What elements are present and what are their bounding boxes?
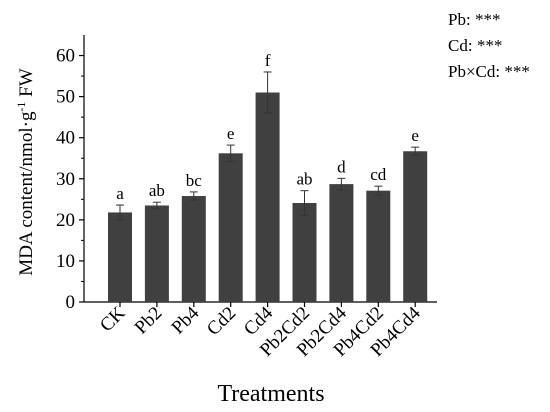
bar-Cd4 [255, 92, 280, 302]
stat-value: *** [475, 10, 501, 29]
bar-Pb2 [144, 205, 169, 302]
y-tick-label: 20 [56, 210, 75, 231]
stat-2: Pb×Cd: *** [448, 62, 530, 81]
y-tick-label: 30 [56, 169, 75, 190]
significance-label-Cd2: e [227, 124, 235, 143]
bar-CK [108, 212, 132, 302]
significance-label-Pb4Cd4: e [411, 126, 419, 145]
stat-label: Pb: [448, 10, 475, 29]
stat-value: *** [477, 36, 503, 55]
y-axis-title-main: MDA content/nmol·g [16, 111, 37, 276]
stat-value: *** [504, 62, 530, 81]
y-tick-label: 50 [56, 87, 75, 108]
stat-label: Pb×Cd: [448, 62, 504, 81]
bar-Cd2 [218, 153, 243, 302]
y-tick-label: 0 [66, 292, 76, 313]
x-tick-label-Pb2: Pb2 [131, 303, 167, 339]
x-axis-title: Treatments [217, 381, 324, 407]
bar-Pb4Cd2 [366, 190, 391, 302]
x-tick-label-Pb4: Pb4 [168, 302, 204, 338]
stat-0: Pb: *** [448, 10, 500, 29]
significance-label-Pb2Cd2: ab [296, 170, 312, 189]
significance-label-Pb4: bc [186, 171, 203, 190]
bar-Pb2Cd4 [329, 184, 354, 302]
stat-1: Cd: *** [448, 36, 502, 55]
significance-label-Pb4Cd2: cd [370, 165, 387, 184]
bar-Pb4 [181, 196, 206, 302]
plot-area: 0102030405060aCKabPb2bcPb4eCd2fCd4abPb2C… [56, 35, 437, 361]
significance-label-Pb2Cd4: d [337, 157, 346, 176]
significance-label-Pb2: ab [149, 181, 165, 200]
statistics-legend: Pb: ***Cd: ***Pb×Cd: *** [448, 10, 530, 81]
significance-label-Cd4: f [265, 51, 271, 70]
y-tick-label: 60 [56, 46, 75, 67]
y-axis-title: MDA content/nmol·g-1 FW [14, 68, 37, 275]
x-tick-label-Cd2: Cd2 [203, 303, 240, 340]
y-axis-title-tail: FW [16, 68, 37, 101]
y-tick-label: 40 [56, 128, 75, 149]
x-tick-label-CK: CK [96, 302, 130, 336]
significance-label-CK: a [116, 184, 124, 203]
stat-label: Cd: [448, 36, 477, 55]
y-tick-label: 10 [56, 251, 75, 272]
y-axis-title-unit-exponent: -1 [14, 102, 28, 112]
bar-Pb4Cd4 [403, 151, 428, 302]
bar-Pb2Cd2 [292, 203, 317, 302]
